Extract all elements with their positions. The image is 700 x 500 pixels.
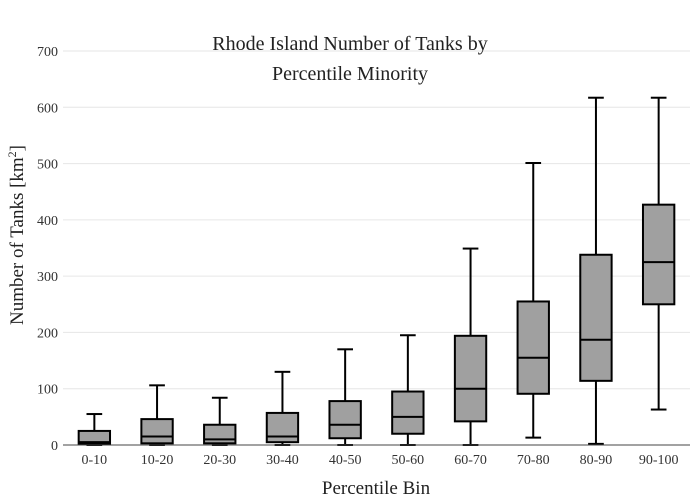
- y-axis-title-end: ]: [7, 145, 28, 151]
- box-rect-80-90: [579, 253, 613, 382]
- chart-title-line2: Percentile Minority: [272, 63, 428, 85]
- y-tick-label-200: 200: [37, 326, 58, 341]
- box-20-30: [203, 396, 237, 446]
- x-tick-label-40-50: 40-50: [329, 453, 362, 468]
- y-axis-title: Number of Tanks [km2]: [5, 145, 28, 325]
- y-tick-label-600: 600: [37, 101, 58, 116]
- box-rect-40-50: [328, 400, 362, 440]
- x-tick-label-30-40: 30-40: [266, 453, 299, 468]
- box-0-10: [77, 413, 112, 446]
- box-rect-0-10: [77, 429, 112, 445]
- y-axis-title-superscript: 2: [5, 151, 19, 157]
- box-rect-20-30: [203, 423, 237, 445]
- chart-title-line1: Rhode Island Number of Tanks by: [212, 33, 487, 55]
- y-tick-label-0: 0: [51, 439, 58, 454]
- x-axis-title: Percentile Bin: [322, 478, 431, 499]
- box-plot-series: [77, 96, 676, 446]
- box-rect-70-80: [516, 300, 550, 395]
- x-tick-label-50-60: 50-60: [392, 453, 425, 468]
- box-50-60: [391, 334, 425, 446]
- box-30-40: [265, 370, 300, 446]
- y-tick-label-400: 400: [37, 214, 58, 229]
- x-tick-label-0-10: 0-10: [82, 453, 108, 468]
- box-80-90: [579, 96, 613, 445]
- x-tick-label-10-20: 10-20: [141, 453, 174, 468]
- x-tick-label-70-80: 70-80: [517, 453, 550, 468]
- box-60-70: [453, 247, 488, 446]
- x-tick-label-80-90: 80-90: [580, 453, 613, 468]
- box-rect-10-20: [140, 418, 174, 445]
- box-rect-60-70: [453, 334, 488, 423]
- y-tick-label-100: 100: [37, 383, 58, 398]
- y-tick-label-500: 500: [37, 158, 58, 173]
- box-rect-90-100: [641, 203, 676, 306]
- box-90-100: [641, 96, 676, 411]
- y-tick-labels: 0 100 200 300 400 500 600 700: [37, 45, 58, 454]
- grid-lines: [63, 50, 690, 390]
- y-tick-label-700: 700: [37, 45, 58, 60]
- box-rect-30-40: [265, 411, 300, 444]
- box-rect-50-60: [391, 390, 425, 435]
- x-tick-label-20-30: 20-30: [203, 453, 236, 468]
- box-10-20: [140, 384, 174, 446]
- x-tick-label-60-70: 60-70: [454, 453, 487, 468]
- x-tick-labels: 0-10 10-20 20-30 30-40 40-50 50-60 60-70 70-80 8…: [82, 453, 679, 468]
- y-tick-label-300: 300: [37, 270, 58, 285]
- box-40-50: [328, 348, 362, 446]
- x-tick-label-90-100: 90-100: [639, 453, 679, 468]
- box-70-80: [516, 162, 550, 439]
- y-axis-title-main: Number of Tanks [km: [7, 157, 28, 325]
